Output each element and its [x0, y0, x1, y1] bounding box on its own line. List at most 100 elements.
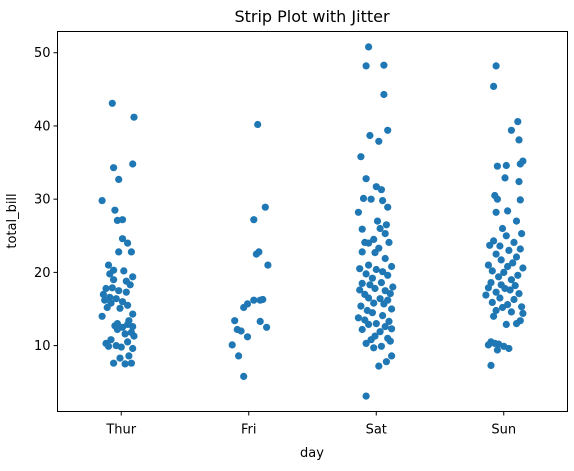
data-point [482, 291, 490, 299]
data-point [231, 317, 239, 325]
data-point [516, 245, 524, 253]
data-point [356, 286, 364, 294]
data-point [108, 284, 116, 292]
data-point [510, 238, 518, 246]
data-point [518, 230, 526, 238]
data-point [496, 294, 504, 302]
data-point [110, 359, 118, 367]
data-point [500, 268, 508, 276]
x-tick-label: Thur [105, 423, 136, 438]
data-point [386, 290, 394, 298]
data-point [110, 164, 118, 172]
data-point [512, 217, 521, 225]
data-point [370, 235, 378, 243]
data-point [384, 126, 392, 134]
data-point [375, 362, 383, 370]
data-point [381, 323, 389, 331]
data-point [380, 61, 388, 69]
data-point [98, 197, 106, 205]
data-point [502, 232, 510, 240]
data-point [250, 296, 258, 304]
data-point [354, 314, 362, 322]
data-point [504, 207, 512, 215]
data-point [496, 242, 504, 250]
data-point [509, 259, 517, 267]
data-point [107, 336, 115, 344]
data-point [127, 359, 135, 367]
data-point [502, 161, 510, 170]
data-point [504, 262, 512, 271]
x-tick-label: Sun [491, 423, 516, 438]
data-point [493, 346, 501, 354]
data-point [264, 261, 272, 269]
data-point [366, 131, 374, 140]
data-point [240, 303, 248, 312]
data-point [372, 320, 380, 328]
data-point [512, 253, 521, 261]
data-point [501, 174, 509, 182]
data-point [490, 312, 498, 320]
data-point [370, 299, 378, 307]
data-point [514, 118, 522, 126]
data-point [487, 361, 495, 369]
data-point [388, 325, 396, 333]
data-point [362, 62, 370, 70]
data-point [379, 312, 387, 320]
data-point [122, 288, 130, 296]
data-point [121, 360, 129, 368]
data-point [515, 290, 523, 298]
data-point [240, 372, 248, 380]
data-point [358, 248, 366, 256]
data-point [388, 262, 396, 271]
data-point [498, 224, 507, 233]
data-point [366, 281, 374, 289]
data-point [103, 303, 111, 312]
data-point [492, 208, 500, 216]
y-axis-label: total_bill [5, 193, 20, 248]
data-point [388, 305, 396, 313]
data-point [519, 309, 527, 317]
data-point [379, 197, 387, 205]
data-point [129, 344, 137, 353]
data-point [358, 279, 366, 287]
data-point [362, 392, 370, 400]
data-point [104, 261, 113, 269]
data-point [381, 254, 389, 263]
data-point [502, 320, 510, 328]
data-point [115, 175, 123, 183]
axis-ticks: 10 20 30 40 50 Thur Fri Sat Sun [34, 46, 516, 437]
data-point [516, 196, 524, 204]
data-point [507, 126, 515, 134]
data-point [357, 153, 365, 161]
data-point [367, 336, 375, 344]
data-point [357, 302, 365, 310]
data-point [106, 270, 114, 278]
data-point [484, 284, 492, 292]
data-point [495, 273, 503, 281]
data-point [507, 308, 515, 316]
data-point [365, 43, 373, 51]
data-point [254, 120, 262, 129]
data-point [362, 339, 370, 347]
data-point [124, 301, 132, 309]
data-point [113, 325, 121, 334]
data-point [368, 309, 376, 317]
data-point [116, 354, 124, 362]
data-point [358, 325, 366, 334]
data-point [377, 279, 385, 287]
x-axis-label: day [300, 446, 324, 461]
data-point [382, 221, 390, 229]
data-point [117, 343, 125, 351]
data-point [256, 296, 264, 304]
data-point [492, 288, 500, 296]
data-point [126, 281, 134, 289]
data-point [367, 195, 375, 203]
data-point [237, 327, 245, 335]
data-point [365, 261, 373, 269]
data-point [101, 296, 109, 304]
data-point [518, 303, 526, 311]
data-point [493, 195, 501, 203]
x-tick-label: Sat [366, 423, 387, 438]
